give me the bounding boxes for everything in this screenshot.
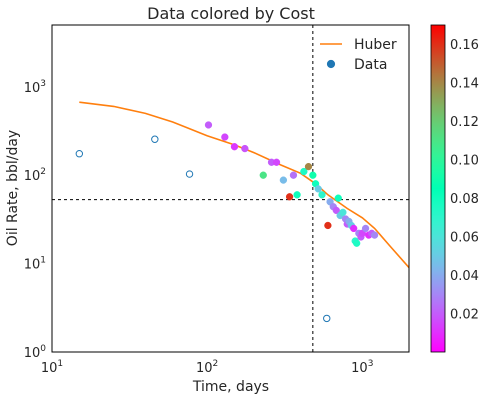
y-tick-label: 100 <box>24 344 47 361</box>
excluded-point <box>75 150 84 158</box>
colorbar-tick-label: 0.16 <box>450 38 479 53</box>
huber-fit-curve <box>79 101 409 269</box>
data-point <box>304 162 313 171</box>
data-point <box>370 231 379 239</box>
data-point <box>285 193 294 201</box>
x-tick-label: 103 <box>351 359 373 376</box>
data-point <box>350 224 358 233</box>
legend-entry-label: Data <box>354 57 387 73</box>
data-point <box>221 133 229 141</box>
excluded-point <box>185 170 194 178</box>
data-point <box>334 194 342 202</box>
colorbar-tick-label: 0.04 <box>450 269 479 284</box>
data-point <box>259 171 267 179</box>
data-point <box>314 185 322 193</box>
data-points <box>75 121 379 323</box>
y-tick-label: 102 <box>24 167 46 184</box>
data-point <box>353 239 361 247</box>
data-point <box>361 224 370 233</box>
colorbar-tick-label: 0.02 <box>450 308 479 323</box>
data-point <box>300 167 308 176</box>
excluded-point <box>151 135 159 143</box>
colorbar: 0.02 0.04 0.06 0.08 0.10 0.12 0.14 0.16 <box>430 24 479 353</box>
colorbar-tick-label: 0.14 <box>450 77 479 92</box>
data-point <box>241 144 249 153</box>
legend-marker-swatch <box>326 59 336 69</box>
colorbar-tick-label: 0.06 <box>450 231 479 246</box>
data-point <box>339 208 347 216</box>
data-point <box>318 191 326 199</box>
legend: Huber Data <box>320 37 397 73</box>
excluded-point <box>323 314 331 323</box>
data-point <box>230 143 239 151</box>
colorbar-tick-label: 0.08 <box>450 192 479 207</box>
data-point <box>324 221 332 230</box>
colorbar-tick-label: 0.10 <box>450 154 479 169</box>
data-point <box>279 176 288 184</box>
y-tick-label: 103 <box>24 79 46 96</box>
y-axis-label: Oil Rate, bbl/day <box>5 130 21 246</box>
x-tick-label: 102 <box>196 359 218 376</box>
x-tick-label: 101 <box>41 359 63 376</box>
colorbar-tick-label: 0.12 <box>450 115 479 130</box>
chart-title: Data colored by Cost <box>147 4 315 23</box>
huber-fit-line <box>79 101 409 269</box>
data-point <box>204 121 213 129</box>
legend-entry-label: Huber <box>354 37 397 53</box>
data-point <box>309 171 317 179</box>
data-point <box>332 206 340 215</box>
y-tick-label: 101 <box>24 256 46 273</box>
reference-lines <box>52 25 409 352</box>
data-point <box>293 191 301 199</box>
colorbar-bar <box>430 24 446 353</box>
data-point <box>289 171 298 179</box>
x-axis-label: Time, days <box>192 379 269 395</box>
plot-frame <box>51 24 410 353</box>
data-point <box>272 158 281 166</box>
